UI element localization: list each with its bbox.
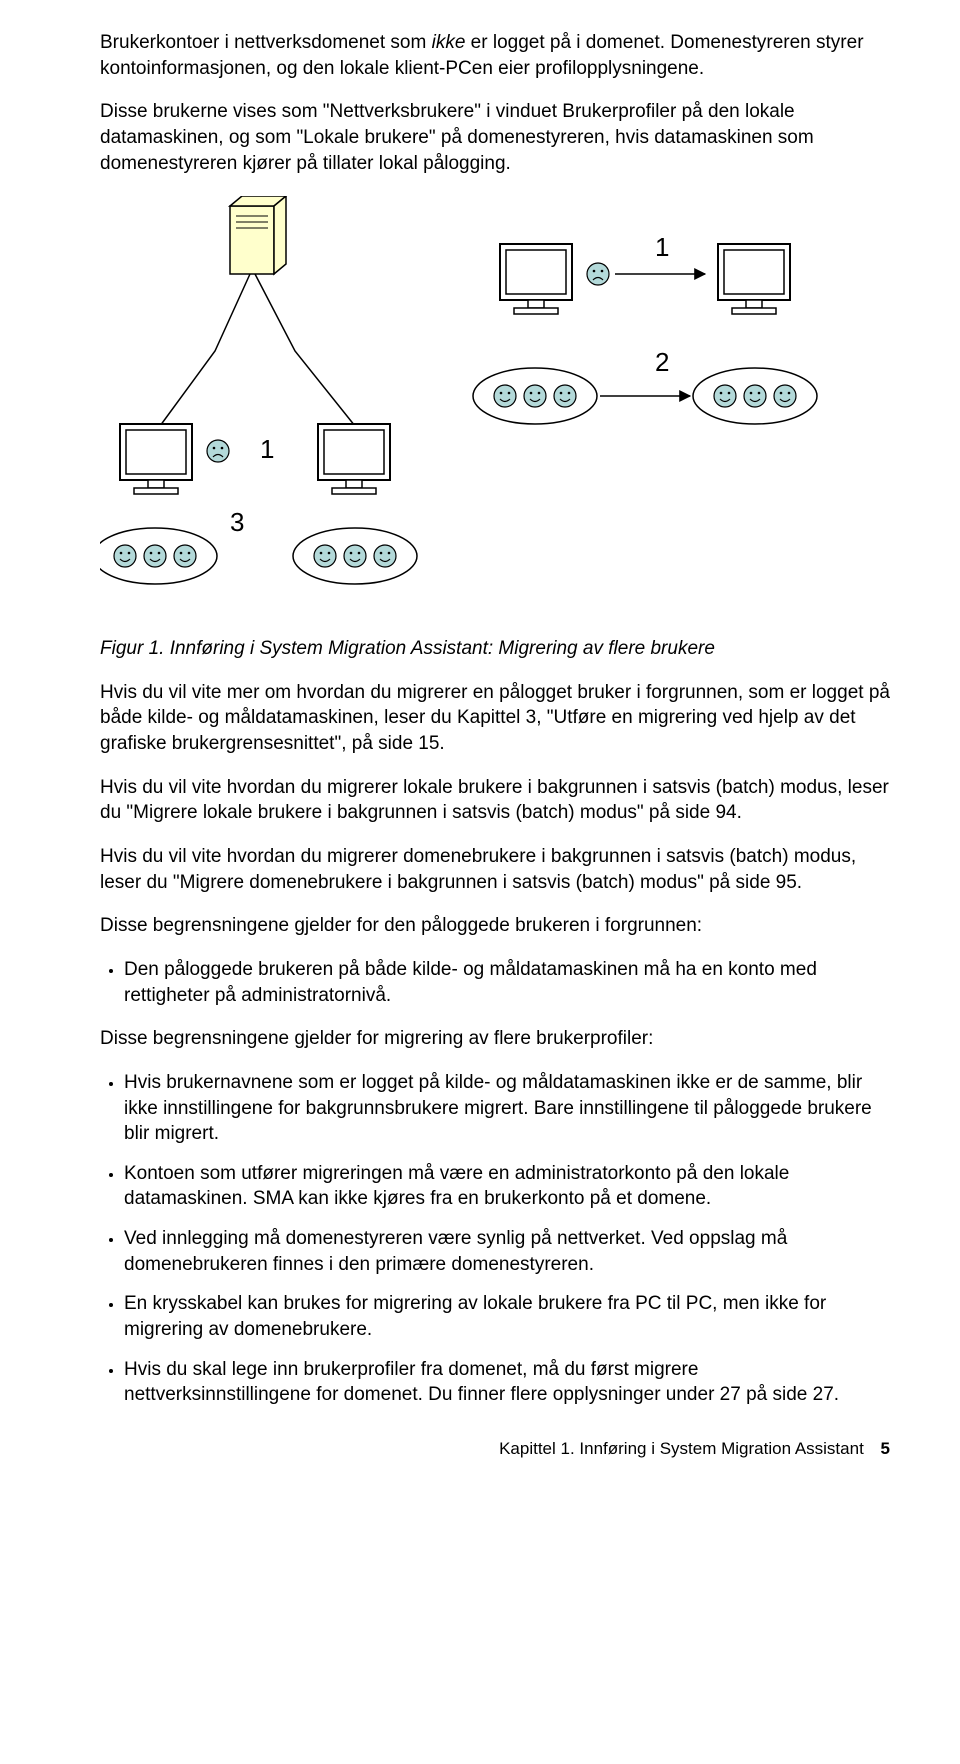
label-right-2: 2 [655, 347, 669, 377]
paragraph-3: Hvis du vil vite mer om hvordan du migre… [100, 680, 890, 757]
monitor-top-a [500, 244, 572, 314]
list-item: Kontoen som utfører migreringen må være … [124, 1161, 890, 1212]
face-left-frown [207, 440, 229, 462]
bullet-list-2: Hvis brukernavnene som er logget på kild… [100, 1070, 890, 1408]
paragraph-5: Hvis du vil vite hvordan du migrerer dom… [100, 844, 890, 895]
user-group-right-b [693, 368, 817, 424]
footer-chapter: Kapittel 1. Innføring i System Migration… [499, 1439, 864, 1458]
label-left-1: 1 [260, 434, 274, 464]
list-item: Den påloggede brukeren på både kilde- og… [124, 957, 890, 1008]
label-top-1: 1 [655, 232, 669, 262]
footer-page-number: 5 [881, 1439, 890, 1458]
monitor-top-b [718, 244, 790, 314]
migration-diagram: 1 3 1 2 [100, 196, 820, 626]
monitor-left [120, 424, 192, 494]
user-group-bottom-left [100, 528, 217, 584]
paragraph-1: Brukerkontoer i nettverksdomenet som ikk… [100, 30, 890, 81]
list-item: Hvis du skal lege inn brukerprofiler fra… [124, 1357, 890, 1408]
bullet-list-1: Den påloggede brukeren på både kilde- og… [100, 957, 890, 1008]
figure-caption: Figur 1. Innføring i System Migration As… [100, 636, 890, 662]
para1-b-italic: ikke [432, 32, 466, 53]
diagram-container: 1 3 1 2 [100, 196, 890, 626]
list-item: Ved innlegging må domenestyreren være sy… [124, 1226, 890, 1277]
paragraph-2: Disse brukerne vises som "Nettverksbruke… [100, 99, 890, 176]
list-item: En krysskabel kan brukes for migrering a… [124, 1291, 890, 1342]
user-group-bottom-center [293, 528, 417, 584]
para1-a: Brukerkontoer i nettverksdomenet som [100, 32, 432, 53]
list-item: Hvis brukernavnene som er logget på kild… [124, 1070, 890, 1147]
paragraph-4: Hvis du vil vite hvordan du migrerer lok… [100, 775, 890, 826]
monitor-center [318, 424, 390, 494]
user-group-right-a [473, 368, 597, 424]
face-top-frown [587, 263, 609, 285]
paragraph-6: Disse begrensningene gjelder for den pål… [100, 913, 890, 939]
paragraph-7: Disse begrensningene gjelder for migreri… [100, 1026, 890, 1052]
network-line-right [255, 274, 355, 426]
server-icon [230, 196, 286, 274]
label-left-3: 3 [230, 507, 244, 537]
page-footer: Kapittel 1. Innføring i System Migration… [100, 1438, 890, 1461]
network-line-left [160, 274, 250, 426]
